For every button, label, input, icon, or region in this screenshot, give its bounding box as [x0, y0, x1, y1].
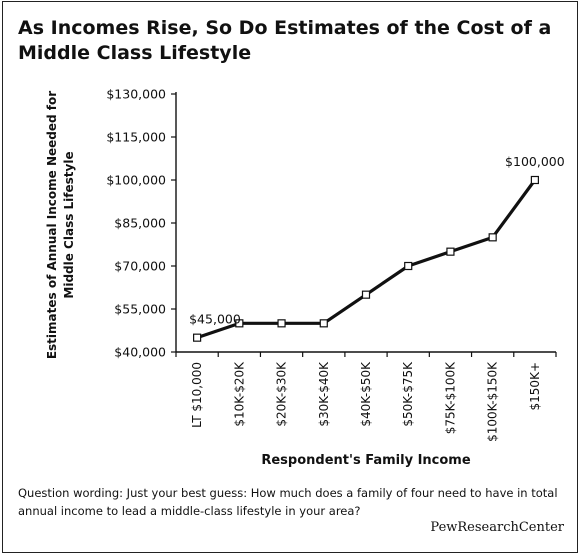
chart-title: As Incomes Rise, So Do Estimates of the …: [18, 17, 552, 64]
axis-labels: Respondent's Family Income Estimates of A…: [45, 91, 471, 468]
x-tick-label: $10K-$20K: [232, 361, 246, 427]
y-tick-label: $85,000: [114, 216, 166, 231]
data-point: [488, 233, 497, 242]
series-group: $45,000 $100,000: [189, 154, 565, 342]
data-point: [235, 319, 244, 328]
line-chart: $40,000 $55,000 $70,000 $85,000 $100,000 $115…: [45, 87, 565, 469]
x-tick-label: $40K-$50K: [359, 361, 373, 427]
x-tick-label: $100K-$150K: [486, 361, 500, 442]
data-point: [319, 319, 328, 328]
data-point: [404, 261, 413, 271]
x-axis-title: Respondent's Family Income: [261, 453, 471, 468]
y-axis-title: Estimates of Annual Income Needed for Mid…: [45, 91, 76, 359]
y-axis-title-line: Middle Class Lifestyle: [62, 151, 76, 298]
y-axis-ticks: $40,000 $55,000 $70,000 $85,000 $100,000 $115…: [106, 87, 176, 360]
y-tick-label: $130,000: [106, 87, 166, 102]
x-tick-label: $20K-$30K: [275, 361, 289, 427]
data-point: [277, 319, 286, 328]
data-label: $100,000: [505, 154, 565, 169]
data-point: [446, 247, 455, 256]
x-tick-label: $150K+: [528, 362, 542, 410]
source-credit: PewResearchCenter: [430, 520, 564, 535]
series-line: [196, 179, 537, 340]
y-tick-label: $100,000: [106, 173, 166, 188]
data-label: $45,000: [189, 312, 241, 327]
data-point: [361, 290, 371, 299]
x-tick-label: LT $10,000: [190, 362, 204, 428]
y-tick-label: $55,000: [114, 302, 166, 317]
y-tick-label: $115,000: [106, 130, 166, 145]
data-point: [193, 333, 202, 342]
x-tick-label: $30K-$40K: [317, 361, 331, 427]
data-point: [530, 175, 539, 185]
y-axis-title-line: Estimates of Annual Income Needed for: [45, 91, 59, 359]
question-wording: Question wording: Just your best guess: …: [18, 486, 558, 518]
y-tick-label: $70,000: [114, 259, 166, 274]
x-axis-ticks: LT $10,000 $10K-$20K $20K-$30K $30K-$40K $40…: [175, 352, 557, 442]
x-tick-label: $50K-$75K: [401, 361, 415, 427]
x-tick-label: $75K-$100K: [443, 361, 457, 434]
y-tick-label: $40,000: [114, 345, 166, 360]
